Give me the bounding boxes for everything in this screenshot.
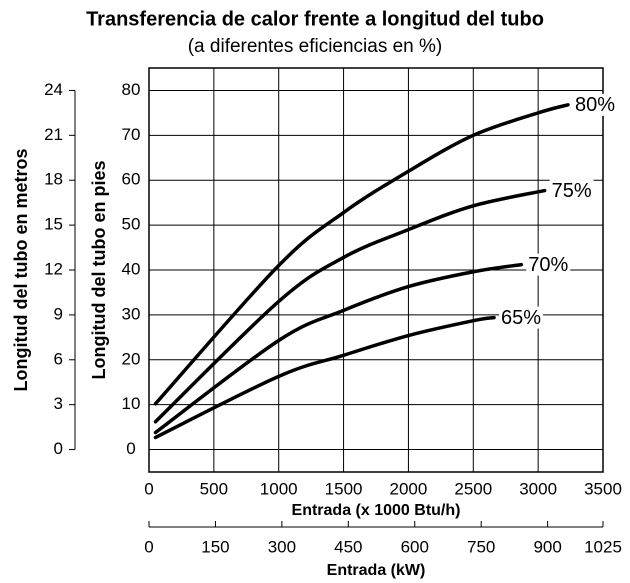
plot-frame	[148, 67, 604, 473]
series-label: 65%	[501, 307, 541, 329]
line-series	[153, 262, 524, 435]
series-label-bg	[549, 179, 594, 202]
series-label-bg	[499, 306, 544, 329]
y-tick-label: 30	[122, 304, 141, 323]
y-tick-label: 50	[122, 215, 141, 234]
x-tick-label: 1000	[260, 479, 298, 498]
x2-axis-title: Entrada (kW)	[327, 562, 426, 579]
series-label-bg	[526, 253, 571, 276]
x-tick-label: 1500	[325, 479, 363, 498]
chart-title: Transferencia de calor frente a longitud…	[86, 8, 544, 30]
series-label-bg	[572, 93, 617, 116]
y2-tick-label: 15	[44, 215, 63, 234]
series-label: 75%	[552, 180, 592, 202]
y2-tick-label: 18	[44, 170, 63, 189]
x2-tick-label: 0	[144, 537, 153, 556]
x-tick-label: 3000	[519, 479, 557, 498]
y2-tick-label: 24	[44, 80, 63, 99]
line-series	[153, 103, 570, 406]
line-series	[153, 315, 496, 440]
y2-tick-label: 12	[44, 259, 63, 278]
x-tick-label: 2500	[454, 479, 492, 498]
y-tick-label: 20	[122, 349, 141, 368]
x2-tick-label: 300	[268, 537, 296, 556]
series-label: 80%	[575, 94, 615, 116]
y2-tick-label: 0	[54, 439, 63, 458]
y-tick-label: 40	[122, 259, 141, 278]
x-tick-label: 3500	[584, 479, 622, 498]
x2-tick-label: 750	[467, 537, 495, 556]
y-tick-label: 60	[122, 170, 141, 189]
line-series	[153, 188, 547, 424]
x2-tick-label: 600	[401, 537, 429, 556]
x2-tick-label: 900	[533, 537, 561, 556]
y2-tick-label: 6	[54, 349, 63, 368]
x2-tick-label: 1025	[584, 537, 622, 556]
y-tick-label: 80	[122, 80, 141, 99]
y-tick-label: 70	[122, 125, 141, 144]
x-axis-title: Entrada (x 1000 Btu/h)	[292, 502, 461, 519]
y-tick-label: 0	[126, 439, 135, 458]
x-tick-label: 500	[200, 479, 228, 498]
y2-axis-title: Longitud del tubo en metros	[11, 149, 31, 392]
x-tick-label: 2000	[390, 479, 428, 498]
series-label: 70%	[528, 254, 568, 276]
chart-subtitle: (a diferentes eficiencias en %)	[188, 36, 443, 57]
y2-tick-label: 21	[44, 125, 63, 144]
y2-tick-label: 3	[54, 394, 63, 413]
y-tick-label: 10	[122, 394, 141, 413]
y2-tick-label: 9	[54, 304, 63, 323]
x-tick-label: 0	[144, 479, 153, 498]
x2-tick-label: 150	[201, 537, 229, 556]
y-axis-title: Longitud del tubo en pies	[89, 161, 109, 380]
x2-tick-label: 450	[334, 537, 362, 556]
